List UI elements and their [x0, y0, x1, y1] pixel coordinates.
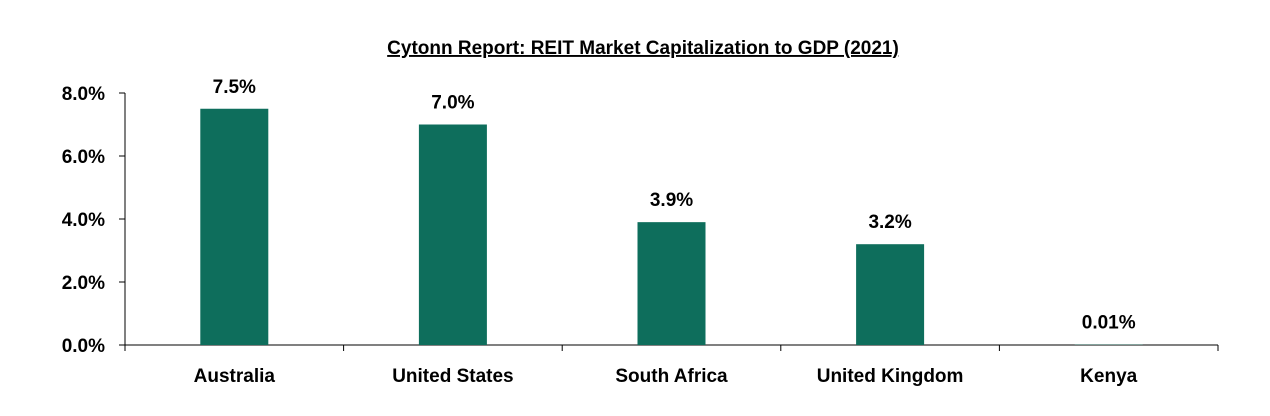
data-label: 3.9%: [650, 190, 693, 211]
y-tick-label: 6.0%: [62, 147, 105, 168]
data-labels: 7.5% 7.0% 3.9% 3.2% 0.01%: [213, 77, 1136, 334]
bars: [200, 108, 1143, 345]
x-category-label: South Africa: [615, 366, 728, 387]
bar: [637, 222, 706, 345]
x-axis: [124, 344, 1219, 351]
y-tick-label: 4.0%: [62, 210, 105, 231]
y-axis: 0.0% 2.0% 4.0% 6.0% 8.0%: [62, 84, 126, 357]
y-tick-label: 2.0%: [62, 273, 105, 294]
bar: [856, 244, 925, 345]
x-category-label: United States: [392, 366, 513, 387]
y-tick-label: 0.0%: [62, 336, 105, 357]
category-labels: Australia United States South Africa United…: [194, 366, 1138, 387]
y-tick-label: 8.0%: [62, 84, 105, 105]
data-label: 7.5%: [213, 77, 256, 98]
data-label: 3.2%: [868, 212, 911, 233]
bar: [200, 108, 269, 345]
data-label: 7.0%: [431, 93, 474, 114]
chart-title: Cytonn Report: REIT Market Capitalizatio…: [387, 38, 899, 59]
data-label: 0.01%: [1082, 313, 1136, 334]
x-category-label: United Kingdom: [817, 366, 964, 387]
x-category-label: Kenya: [1080, 366, 1137, 387]
x-category-label: Australia: [194, 366, 276, 387]
bar: [418, 124, 487, 345]
